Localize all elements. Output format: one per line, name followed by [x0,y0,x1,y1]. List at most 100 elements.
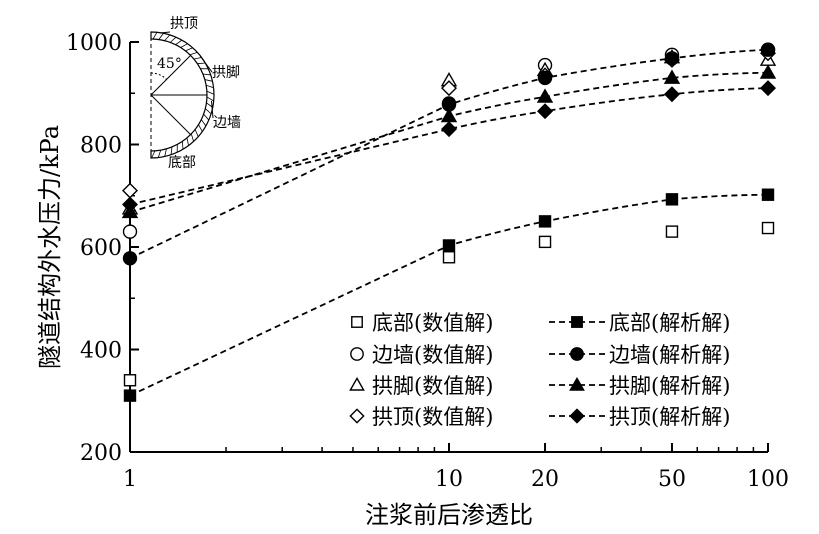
series-line [129,71,769,214]
legend-label: 边墙(数值解) [372,343,493,367]
inset-hatch [181,141,184,150]
inset-radial-line [150,55,191,96]
y-tick-label: 600 [80,236,122,261]
inset-angle-arc [150,72,167,80]
data-point [761,221,775,235]
inset-hatch [151,150,156,159]
series-line [129,48,769,260]
data-point [537,103,554,120]
series-0 [123,221,775,387]
data-point [663,69,681,84]
data-point [538,215,552,228]
data-point [665,193,679,206]
series-5 [122,42,776,266]
legend-label: 拱顶(解析解) [609,405,730,429]
inset-label-crown: 拱顶 [170,16,198,32]
x-tick-label: 10 [435,467,463,492]
inset-hatch [189,52,198,56]
legend-marker [349,376,365,391]
inset-hatch [206,96,214,102]
inset-hatch [157,150,162,158]
data-point [440,107,458,123]
inset-hatch [203,113,210,121]
x-tick-label: 20 [531,467,559,492]
inset-label-sidewall: 边墙 [213,115,241,131]
y-axis-title: 隧道结构外水压力/kPa [36,125,64,369]
legend-label: 拱脚(解析解) [609,374,730,398]
inset-radial-line [150,94,191,135]
inset-hatch [194,129,199,137]
data-point [664,51,680,66]
legend-label: 边墙(解析解) [609,343,730,367]
legend-marker [570,347,584,361]
data-point [761,188,775,201]
inset-hatch [164,148,167,157]
inset-hatch [180,43,188,48]
legend-marker [351,316,363,328]
inset-hatch [169,36,177,43]
inset-hatch [170,146,173,155]
inset-hatch [175,39,183,45]
data-point [663,86,680,103]
inset-hatch [201,119,207,127]
series-6 [121,64,777,219]
data-point [123,374,137,387]
data-point [759,64,777,79]
inset-hatch [152,32,158,40]
data-point [760,80,776,97]
y-tick-label: 400 [80,339,122,364]
series-line [129,87,769,206]
legend-marker [569,376,585,391]
legend-label: 拱脚(数值解) [372,374,493,398]
legend: 底部(数值解) 底部(解析解) 边墙(数值解) 边墙(解析解) 拱脚(数值解) 拱脚(解析… [349,311,730,429]
inset-label-bottom: 底部 [168,155,196,171]
inset-hatch [164,34,171,41]
data-point [122,196,138,213]
inset-hatch [202,73,211,76]
inset-hatch [205,108,212,115]
legend-marker [569,408,585,424]
data-point [665,225,679,238]
inset-hatch [204,79,213,82]
inset-hatch [198,124,203,132]
inset-hatch [206,90,215,95]
inset-leader [199,55,213,73]
y-tick-label: 1000 [66,31,122,56]
inset-hatch [206,84,214,89]
inset-label-arch-foot: 拱脚 [212,65,240,81]
legend-label: 拱顶(数值解) [372,405,493,429]
inset-leader [159,31,171,34]
data-point [760,42,776,57]
legend-label: 底部(解析解) [609,311,730,335]
inset-hatch [193,57,202,60]
legend-marker [349,408,365,424]
data-point [441,80,457,97]
data-point [123,389,137,402]
x-tick-label: 100 [747,467,789,492]
inset-hatch [185,47,193,52]
series-line [129,193,769,397]
x-axis-title: 注浆前后渗透比 [365,501,533,529]
inset-hatch [197,62,206,65]
inset-angle-label: 45° [157,56,182,72]
data-point [122,224,138,239]
data-point [442,239,456,252]
series-7 [122,80,776,213]
y-tick-label: 800 [80,134,122,159]
legend-label: 底部(数值解) [372,311,493,335]
x-tick-label: 1 [123,467,137,492]
data-point [122,251,138,266]
data-point [441,121,457,138]
inset-hatch [158,33,164,40]
y-tick-label: 200 [80,441,122,466]
x-tick-label: 50 [658,467,686,492]
data-point [442,251,456,264]
data-point [537,70,553,86]
series-4 [123,188,775,402]
legend-marker [350,347,364,361]
inset-hatch [186,137,189,146]
data-point [536,88,554,103]
